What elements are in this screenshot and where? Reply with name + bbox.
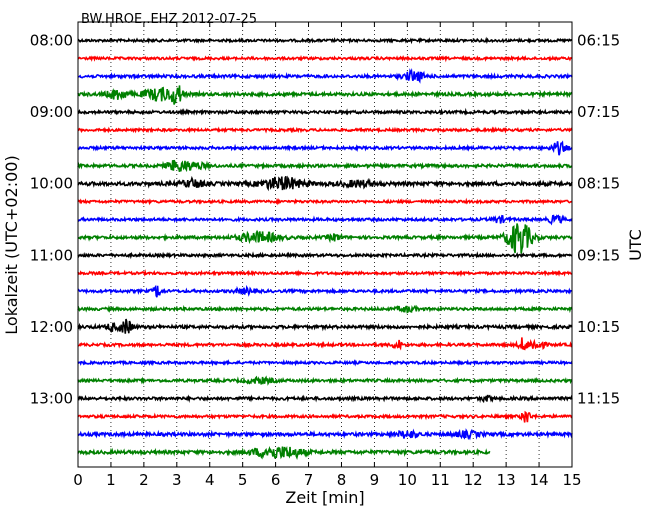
trace-1000 bbox=[77, 175, 573, 192]
x-tick-label: 7 bbox=[304, 471, 314, 489]
x-axis: 0 1 2 3 4 5 6 7 8 9 10 11 12 13 14 15 bbox=[73, 22, 582, 489]
trace-1315 bbox=[77, 410, 573, 423]
trace-1145 bbox=[77, 304, 573, 314]
trace-1115 bbox=[77, 269, 573, 278]
trace-1030 bbox=[77, 214, 573, 226]
trace-1330 bbox=[77, 428, 573, 441]
x-axis-label: Zeit [min] bbox=[285, 488, 364, 507]
trace-1245 bbox=[77, 375, 573, 386]
right-tick-label: 08:15 bbox=[577, 175, 620, 193]
trace-0800 bbox=[77, 36, 573, 45]
trace-1200 bbox=[77, 318, 573, 334]
x-tick-label: 14 bbox=[530, 471, 549, 489]
trace-0845 bbox=[77, 85, 573, 105]
left-tick-label: 13:00 bbox=[30, 390, 73, 408]
x-tick-label: 1 bbox=[106, 471, 116, 489]
x-tick-label: 15 bbox=[562, 471, 581, 489]
right-tick-label: 06:15 bbox=[577, 32, 620, 50]
x-tick-label: 5 bbox=[238, 471, 248, 489]
x-tick-label: 11 bbox=[431, 471, 450, 489]
trace-group bbox=[77, 36, 573, 460]
trace-0945 bbox=[77, 159, 573, 173]
plot-frame bbox=[77, 21, 573, 468]
left-y-axis: 08:00 09:00 10:00 11:00 12:00 13:00 bbox=[30, 32, 83, 408]
x-tick-label: 8 bbox=[337, 471, 347, 489]
trace-0900 bbox=[77, 107, 573, 117]
left-y-axis-label: Lokalzeit (UTC+02:00) bbox=[2, 155, 21, 334]
x-tick-label: 10 bbox=[398, 471, 417, 489]
right-y-axis: 06:15 07:15 08:15 09:15 10:15 11:15 bbox=[567, 32, 620, 408]
left-tick-label: 08:00 bbox=[30, 32, 73, 50]
right-tick-label: 10:15 bbox=[577, 318, 620, 336]
grid-lines bbox=[110, 22, 540, 467]
x-tick-label: 6 bbox=[271, 471, 281, 489]
left-tick-label: 12:00 bbox=[30, 318, 73, 336]
trace-0815 bbox=[77, 54, 573, 63]
trace-0930 bbox=[77, 140, 573, 156]
left-tick-label: 09:00 bbox=[30, 103, 73, 121]
x-tick-label: 3 bbox=[172, 471, 182, 489]
x-tick-label: 2 bbox=[139, 471, 149, 489]
x-tick-label: 9 bbox=[370, 471, 380, 489]
right-tick-label: 11:15 bbox=[577, 390, 620, 408]
trace-1230 bbox=[77, 359, 573, 367]
trace-1015 bbox=[77, 197, 573, 206]
trace-1345 bbox=[77, 445, 491, 460]
left-tick-label: 10:00 bbox=[30, 175, 73, 193]
right-tick-label: 09:15 bbox=[577, 246, 620, 264]
trace-0830 bbox=[77, 68, 573, 84]
trace-1300 bbox=[77, 394, 573, 404]
trace-1215 bbox=[77, 337, 573, 351]
trace-1045 bbox=[77, 223, 573, 254]
right-tick-label: 07:15 bbox=[577, 103, 620, 121]
trace-0915 bbox=[77, 126, 573, 134]
chart-title: BW.HROE..EHZ 2012-07-25 bbox=[81, 12, 257, 27]
x-tick-label: 12 bbox=[464, 471, 483, 489]
x-tick-label: 0 bbox=[73, 471, 83, 489]
x-tick-label: 13 bbox=[497, 471, 516, 489]
trace-1100 bbox=[77, 251, 573, 260]
left-tick-label: 11:00 bbox=[30, 246, 73, 264]
x-tick-label: 4 bbox=[205, 471, 215, 489]
right-y-axis-label: UTC bbox=[626, 229, 645, 261]
trace-1130 bbox=[77, 284, 573, 298]
